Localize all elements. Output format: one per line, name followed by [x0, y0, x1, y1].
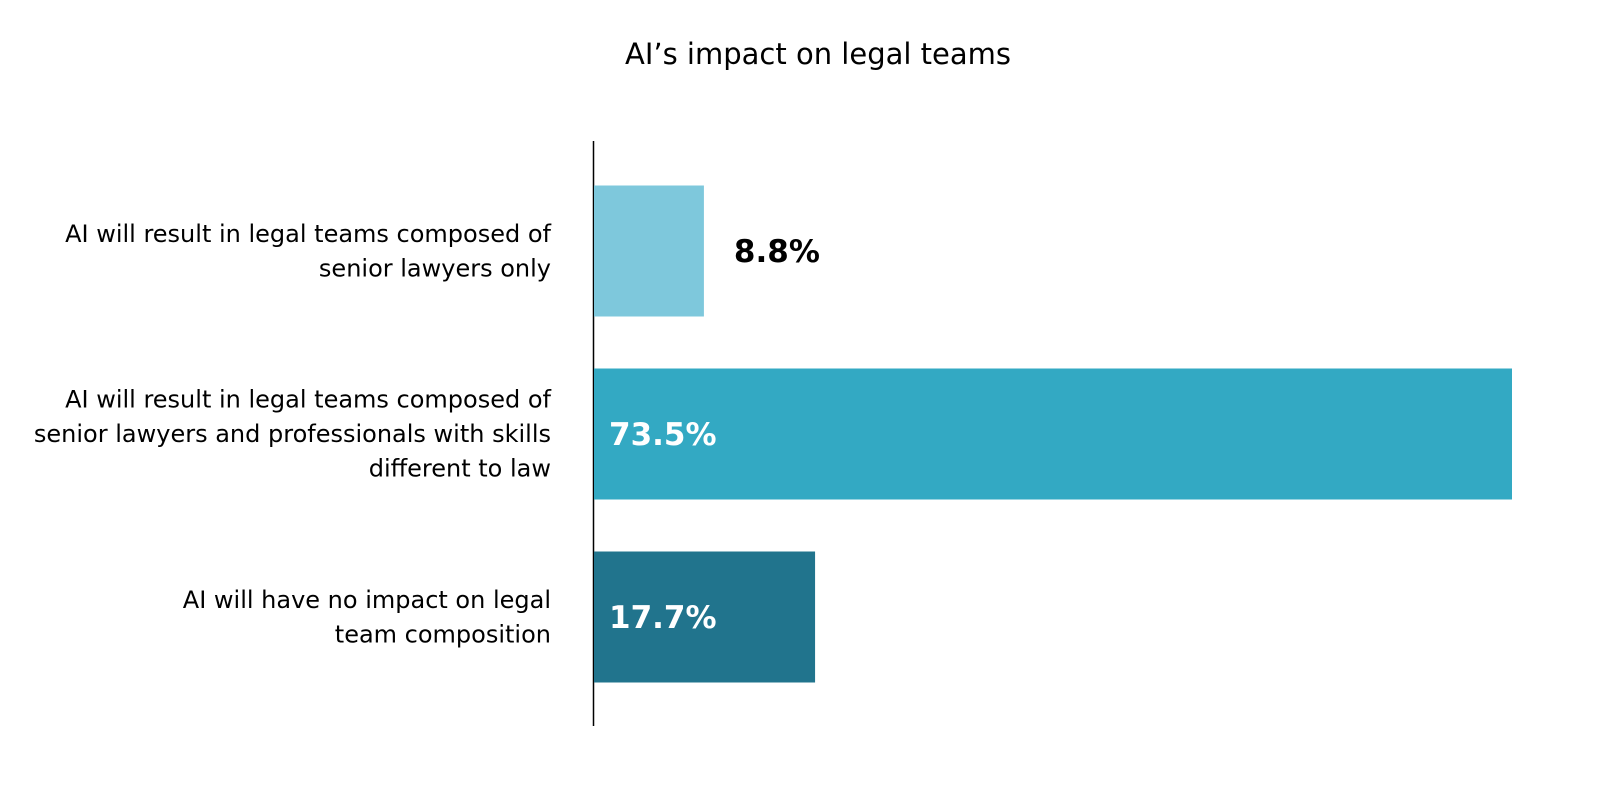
- category-label-line: AI will have no impact on legal: [183, 586, 551, 614]
- category-label-2: AI will result in legal teams composed o…: [34, 386, 552, 483]
- category-label-line: different to law: [369, 455, 551, 483]
- category-label-line: senior lawyers and professionals with sk…: [34, 420, 551, 448]
- value-label-1: 8.8%: [734, 234, 820, 270]
- category-label-3: AI will have no impact on legal team comp…: [183, 586, 551, 649]
- category-labels-group: AI will result in legal teams composed o…: [34, 220, 552, 649]
- category-label-1: AI will result in legal teams composed o…: [65, 220, 551, 283]
- category-label-line: senior lawyers only: [319, 254, 551, 282]
- chart-title: AI’s impact on legal teams: [625, 37, 1011, 71]
- value-label-2: 73.5%: [609, 417, 717, 453]
- category-label-line: AI will result in legal teams composed o…: [65, 386, 551, 414]
- bar-3: [594, 551, 816, 683]
- bars-group: [594, 185, 1512, 683]
- bar-1: [594, 185, 704, 317]
- category-label-line: team composition: [335, 620, 551, 648]
- value-labels-group: 8.8% 73.5% 17.7%: [609, 234, 820, 636]
- category-label-line: AI will result in legal teams composed o…: [65, 220, 551, 248]
- value-label-3: 17.7%: [609, 600, 717, 636]
- bar-2: [594, 368, 1512, 500]
